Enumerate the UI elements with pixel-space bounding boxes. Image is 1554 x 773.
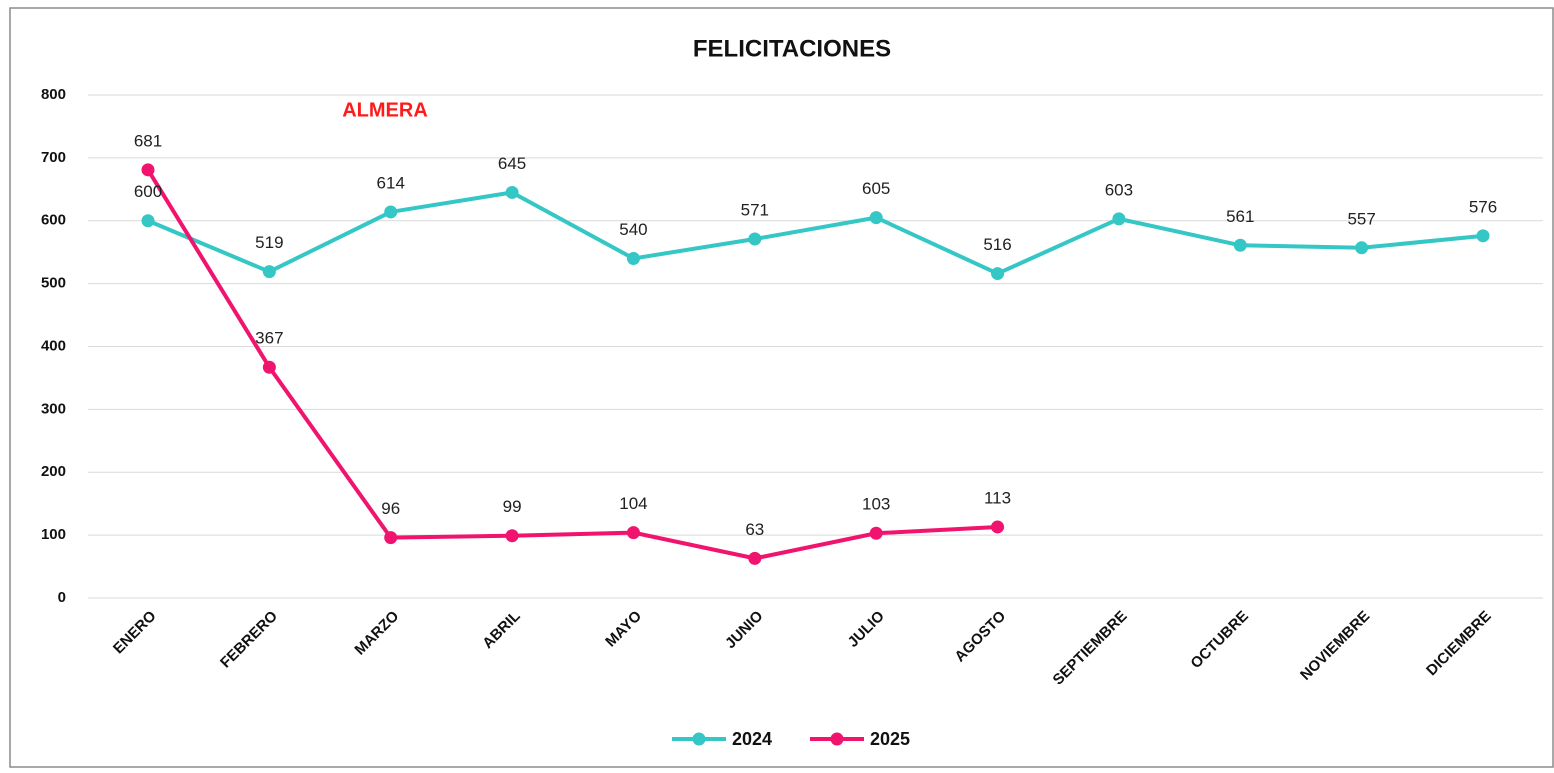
y-tick-label: 100 bbox=[41, 526, 66, 543]
data-point bbox=[1355, 241, 1369, 255]
data-point bbox=[262, 265, 276, 279]
data-label: 63 bbox=[745, 520, 764, 539]
data-point bbox=[1233, 238, 1247, 252]
y-tick-label: 400 bbox=[41, 337, 66, 354]
data-label: 367 bbox=[255, 329, 283, 348]
data-point bbox=[869, 526, 883, 540]
legend-label: 2024 bbox=[732, 729, 772, 749]
data-point bbox=[991, 520, 1005, 534]
data-label: 576 bbox=[1469, 197, 1497, 216]
data-label: 603 bbox=[1105, 180, 1133, 199]
data-point bbox=[626, 251, 640, 265]
data-label: 645 bbox=[498, 154, 526, 173]
legend-marker bbox=[692, 732, 706, 746]
data-point bbox=[262, 360, 276, 374]
legend-label: 2025 bbox=[870, 729, 910, 749]
data-label: 614 bbox=[377, 173, 405, 192]
data-point bbox=[626, 526, 640, 540]
chart-frame bbox=[9, 7, 1554, 768]
y-tick-label: 300 bbox=[41, 400, 66, 417]
data-point bbox=[1112, 212, 1126, 226]
data-label: 571 bbox=[741, 200, 769, 219]
data-label: 540 bbox=[619, 220, 647, 239]
data-label: 516 bbox=[983, 235, 1011, 254]
data-label: 113 bbox=[984, 488, 1011, 507]
data-point bbox=[869, 211, 883, 225]
data-label: 605 bbox=[862, 179, 890, 198]
data-label: 99 bbox=[503, 497, 522, 516]
data-label: 681 bbox=[134, 131, 162, 150]
data-point bbox=[384, 205, 398, 219]
data-point bbox=[505, 529, 519, 543]
y-tick-label: 200 bbox=[41, 463, 66, 480]
data-point bbox=[141, 214, 155, 228]
data-label: 600 bbox=[134, 182, 162, 201]
data-point bbox=[748, 232, 762, 246]
data-point bbox=[384, 531, 398, 545]
data-point bbox=[748, 551, 762, 565]
y-tick-label: 800 bbox=[41, 86, 66, 103]
annotation: ALMERA bbox=[342, 99, 428, 121]
data-label: 104 bbox=[619, 494, 647, 513]
chart-title: FELICITACIONES bbox=[693, 35, 891, 62]
series-line bbox=[147, 190, 1484, 276]
series-line bbox=[146, 168, 998, 561]
legend-marker bbox=[830, 732, 844, 746]
y-tick-label: 600 bbox=[41, 212, 66, 229]
data-label: 96 bbox=[381, 499, 400, 518]
data-label: 519 bbox=[255, 233, 283, 252]
data-label: 103 bbox=[862, 495, 890, 514]
data-point bbox=[505, 185, 519, 199]
data-label: 561 bbox=[1226, 207, 1254, 226]
y-tick-label: 700 bbox=[41, 149, 66, 166]
data-point bbox=[1476, 229, 1490, 243]
data-point bbox=[991, 267, 1005, 281]
data-label: 557 bbox=[1347, 209, 1375, 228]
y-tick-label: 500 bbox=[41, 275, 66, 292]
y-tick-label: 0 bbox=[58, 589, 66, 606]
data-point bbox=[141, 163, 155, 177]
